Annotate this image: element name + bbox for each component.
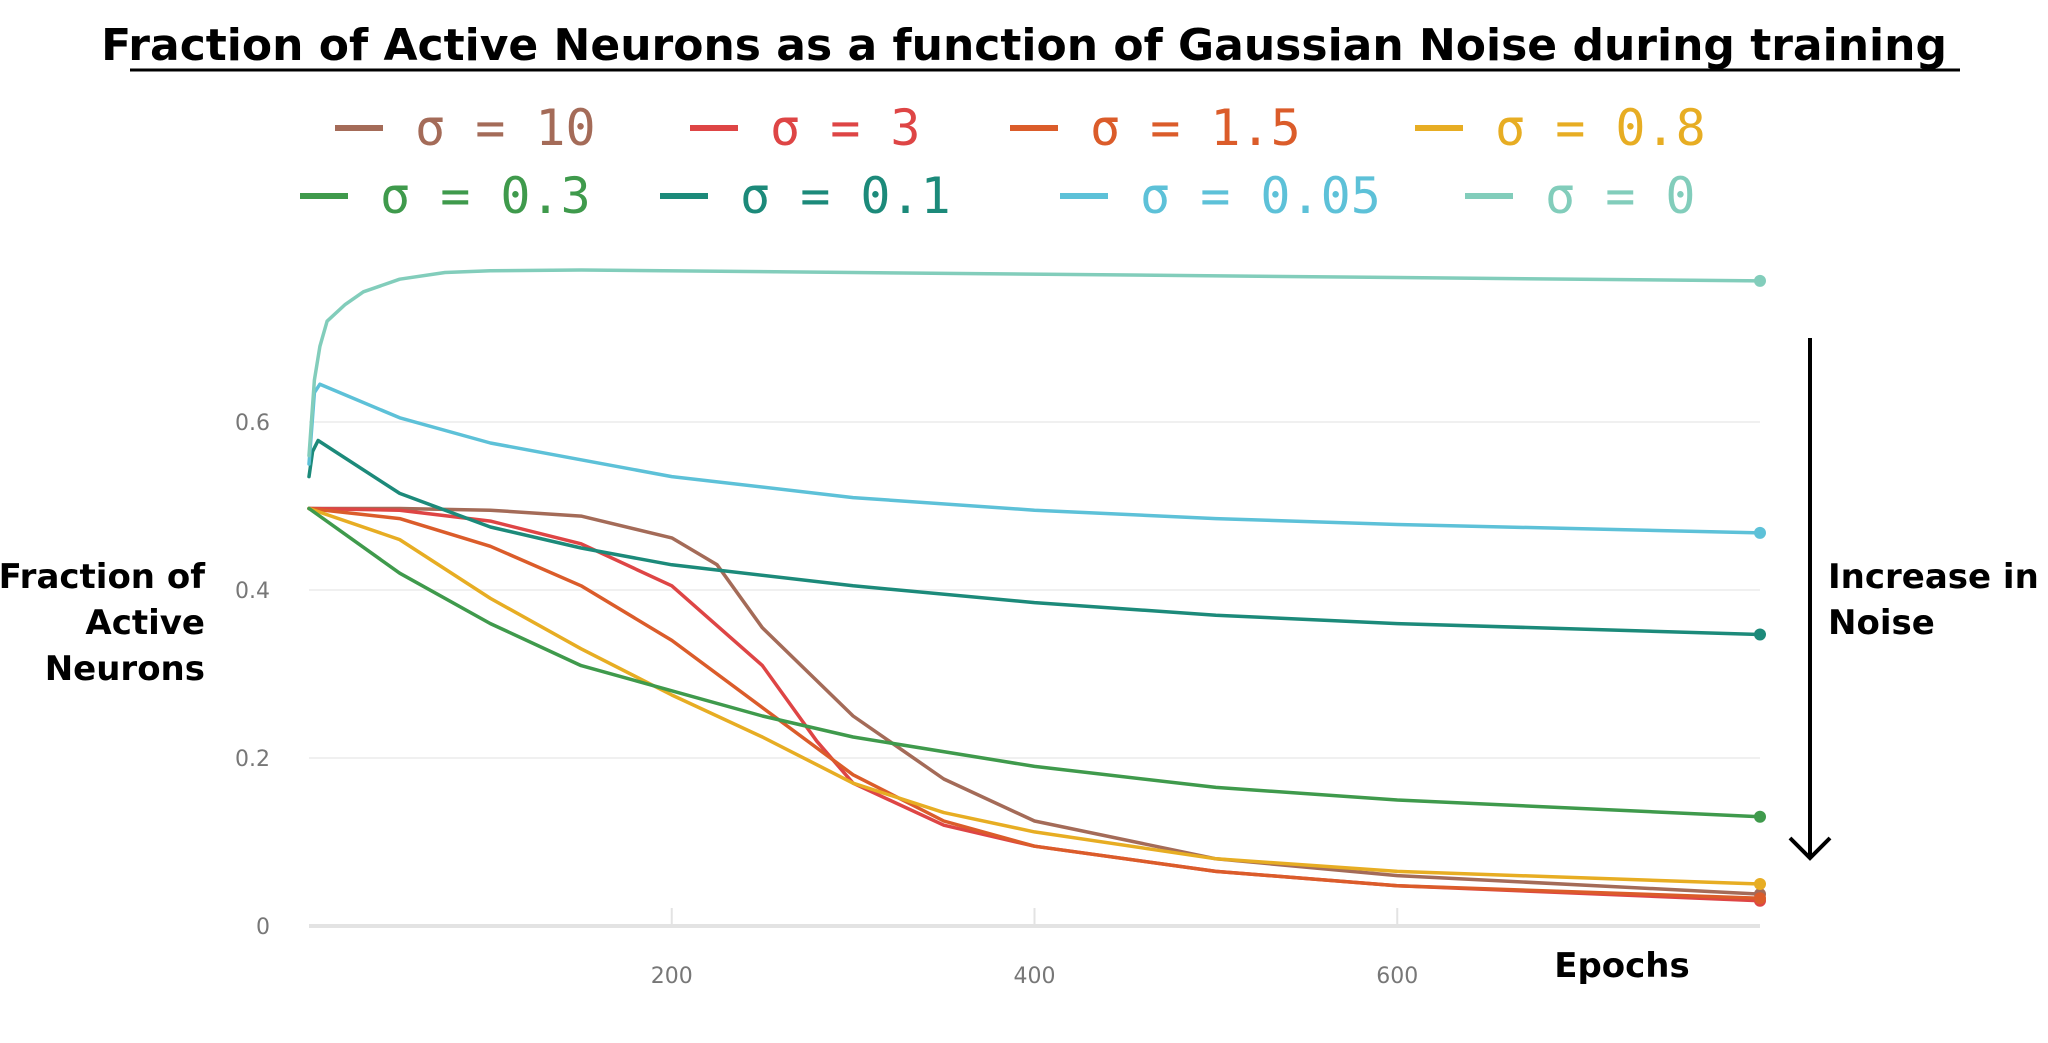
series-end-marker-2 [1754, 892, 1766, 905]
series-end-marker-6 [1754, 526, 1766, 539]
y-axis-ticks: 0 0.2 0.4 0.6 [235, 411, 270, 940]
chart-title: Fraction of Active Neurons as a function… [101, 20, 1947, 71]
legend-label-0: σ = 10 [415, 99, 596, 157]
series-end-marker-5 [1754, 628, 1766, 641]
series-end-marker-4 [1754, 810, 1766, 823]
series-line-4 [307, 506, 1762, 819]
noise-annotation-line: Increase in [1828, 557, 2039, 597]
y-tick-label: 0.6 [235, 411, 270, 436]
legend-label-4: σ = 0.3 [380, 167, 591, 225]
x-axis-label: Epochs [1554, 946, 1690, 986]
series-line-6 [307, 382, 1762, 535]
y-tick-label: 0.2 [235, 747, 270, 772]
x-tick-label: 600 [1376, 964, 1418, 989]
x-axis-ticks: 200 400 600 [651, 908, 1418, 989]
noise-annotation: Increase in Noise [1828, 557, 2039, 643]
series-end-marker-3 [1754, 878, 1766, 890]
series-line-3 [307, 506, 1762, 886]
y-axis-label-line: Neurons [45, 649, 205, 689]
series-line-5 [307, 438, 1762, 637]
legend-label-6: σ = 0.05 [1140, 167, 1381, 225]
legend-label-2: σ = 1.5 [1090, 99, 1301, 157]
legend-label-1: σ = 3 [770, 99, 921, 157]
increase-noise-arrow [1788, 338, 1832, 861]
chart-legend: σ = 10 σ = 3 σ = 1.5 σ = 0.8 σ = 0.3 σ = 0.1 σ… [300, 99, 1706, 225]
legend-label-7: σ = 0 [1545, 167, 1696, 225]
x-tick-label: 200 [651, 964, 693, 989]
series-line-2 [307, 506, 1762, 901]
series-line-1 [307, 506, 1762, 903]
noise-annotation-line: Noise [1828, 603, 1935, 643]
legend-label-3: σ = 0.8 [1495, 99, 1706, 157]
y-axis-label-line: Active [85, 603, 205, 643]
grid-lines [309, 421, 1760, 928]
y-tick-label: 0 [256, 915, 270, 940]
y-axis-label-line: Fraction of [0, 557, 206, 597]
y-tick-label: 0.4 [235, 579, 270, 604]
x-tick-label: 400 [1014, 964, 1056, 989]
series-lines [307, 268, 1766, 907]
y-axis-label: Fraction of Active Neurons [0, 557, 206, 689]
series-end-marker-7 [1754, 274, 1766, 287]
legend-label-5: σ = 0.1 [740, 167, 951, 225]
series-line-7 [307, 268, 1762, 458]
series-line-0 [307, 506, 1762, 896]
